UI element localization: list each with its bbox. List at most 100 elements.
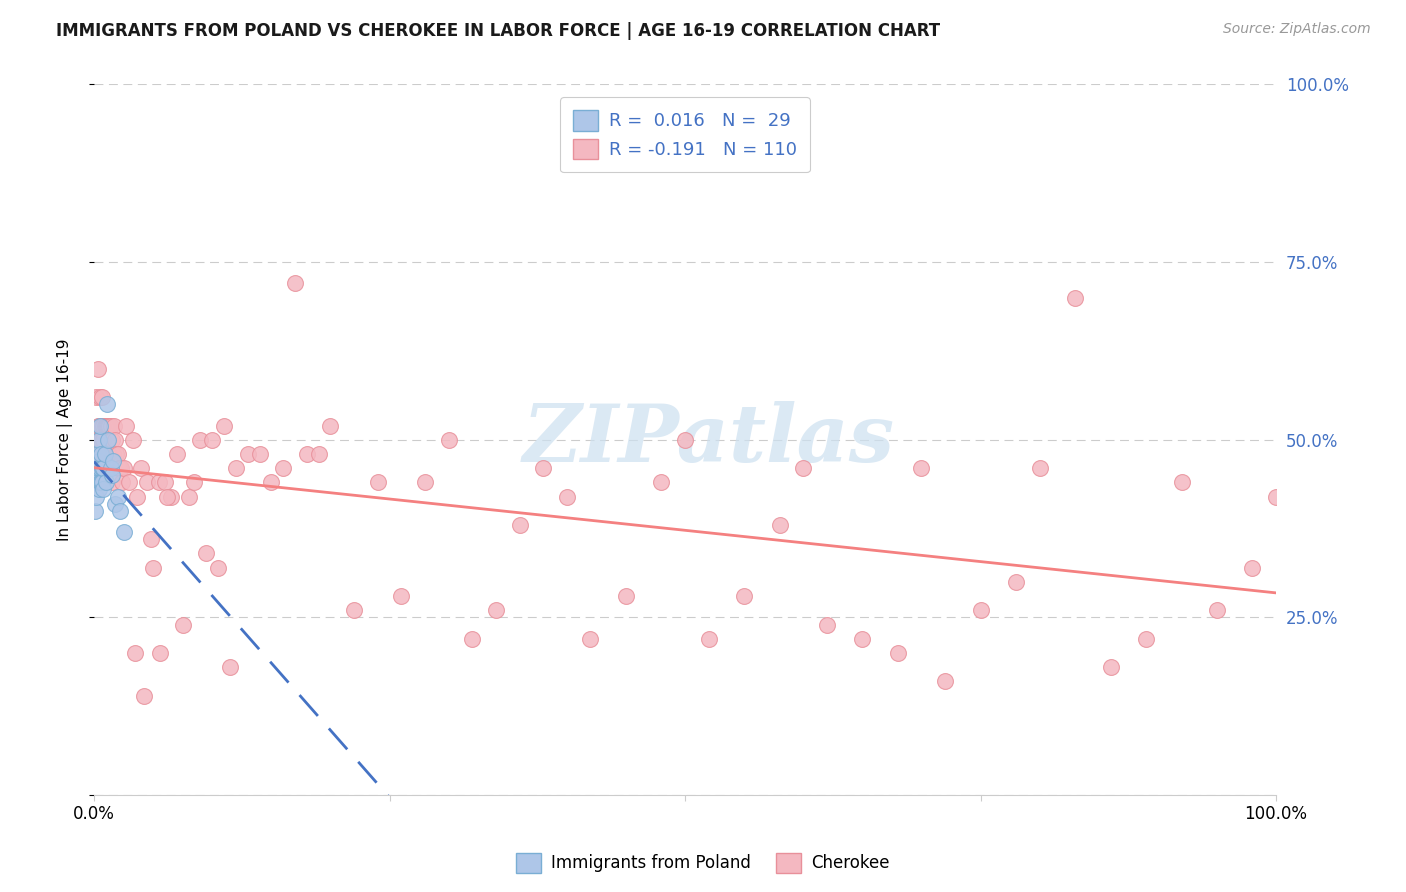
Point (1135, 632, 1157, 646)
Point (93, 447, 115, 461)
Point (89, 475, 111, 490)
Point (86, 468, 108, 483)
Point (295, 447, 318, 461)
Point (969, 603, 991, 617)
Point (104, 433, 127, 447)
Point (91, 461, 114, 475)
Point (1005, 574, 1028, 589)
Point (87, 454, 110, 468)
Point (142, 560, 165, 574)
Point (183, 475, 205, 490)
Point (107, 490, 129, 504)
Point (132, 689, 155, 703)
Point (93, 447, 115, 461)
Point (94, 418, 117, 433)
Point (851, 632, 873, 646)
Point (89, 475, 111, 490)
Point (308, 447, 330, 461)
Point (93, 461, 115, 475)
Point (260, 475, 283, 490)
Point (110, 461, 132, 475)
Point (90, 475, 112, 490)
Point (93, 418, 115, 433)
Point (815, 617, 838, 632)
Point (319, 418, 342, 433)
Point (219, 660, 242, 674)
Point (100, 433, 122, 447)
Point (91, 475, 114, 490)
Point (86, 418, 108, 433)
Point (887, 646, 910, 660)
Point (100, 468, 122, 483)
Point (90, 433, 112, 447)
Legend: Immigrants from Poland, Cherokee: Immigrants from Poland, Cherokee (509, 847, 897, 880)
Point (149, 646, 172, 660)
Point (461, 632, 484, 646)
Point (100, 475, 122, 490)
Point (768, 518, 790, 533)
Point (104, 497, 127, 511)
Point (89, 418, 111, 433)
Point (86, 447, 108, 461)
Point (650, 475, 672, 490)
Point (531, 461, 554, 475)
Point (673, 433, 696, 447)
Text: ZIPatlas: ZIPatlas (523, 401, 894, 478)
Point (156, 490, 179, 504)
Point (86, 461, 108, 475)
Point (93, 483, 115, 497)
Point (84, 504, 107, 518)
Point (271, 461, 294, 475)
Point (177, 490, 200, 504)
Point (97, 433, 120, 447)
Point (437, 433, 460, 447)
Point (1241, 560, 1264, 574)
Point (201, 433, 224, 447)
Point (100, 418, 122, 433)
Point (87, 418, 110, 433)
Point (195, 546, 218, 560)
Point (367, 475, 389, 490)
Point (108, 461, 131, 475)
Point (108, 461, 131, 475)
Point (792, 461, 814, 475)
Point (207, 560, 229, 574)
Point (153, 475, 176, 490)
Point (555, 490, 578, 504)
Point (389, 589, 412, 603)
Y-axis label: In Labor Force | Age 16-19: In Labor Force | Age 16-19 (58, 338, 73, 541)
Point (1170, 475, 1192, 490)
Point (1099, 660, 1122, 674)
Point (118, 475, 141, 490)
Point (148, 475, 170, 490)
Point (509, 518, 531, 533)
Point (160, 490, 183, 504)
Point (136, 475, 159, 490)
Point (90, 454, 112, 468)
Point (98, 447, 121, 461)
Point (91, 418, 114, 433)
Point (1265, 490, 1288, 504)
Point (343, 603, 366, 617)
Point (112, 525, 135, 540)
Point (225, 461, 247, 475)
Point (172, 617, 194, 632)
Point (139, 533, 162, 547)
Point (94, 475, 117, 490)
Point (101, 454, 124, 468)
Point (89, 390, 111, 404)
Point (733, 589, 755, 603)
Point (697, 632, 720, 646)
Point (87, 447, 110, 461)
Point (111, 475, 134, 490)
Point (614, 589, 637, 603)
Point (93, 433, 115, 447)
Point (934, 674, 956, 689)
Point (89, 433, 111, 447)
Point (100, 461, 122, 475)
Point (87, 433, 110, 447)
Point (1028, 461, 1050, 475)
Point (91, 390, 114, 404)
Point (97, 447, 120, 461)
Point (122, 433, 145, 447)
